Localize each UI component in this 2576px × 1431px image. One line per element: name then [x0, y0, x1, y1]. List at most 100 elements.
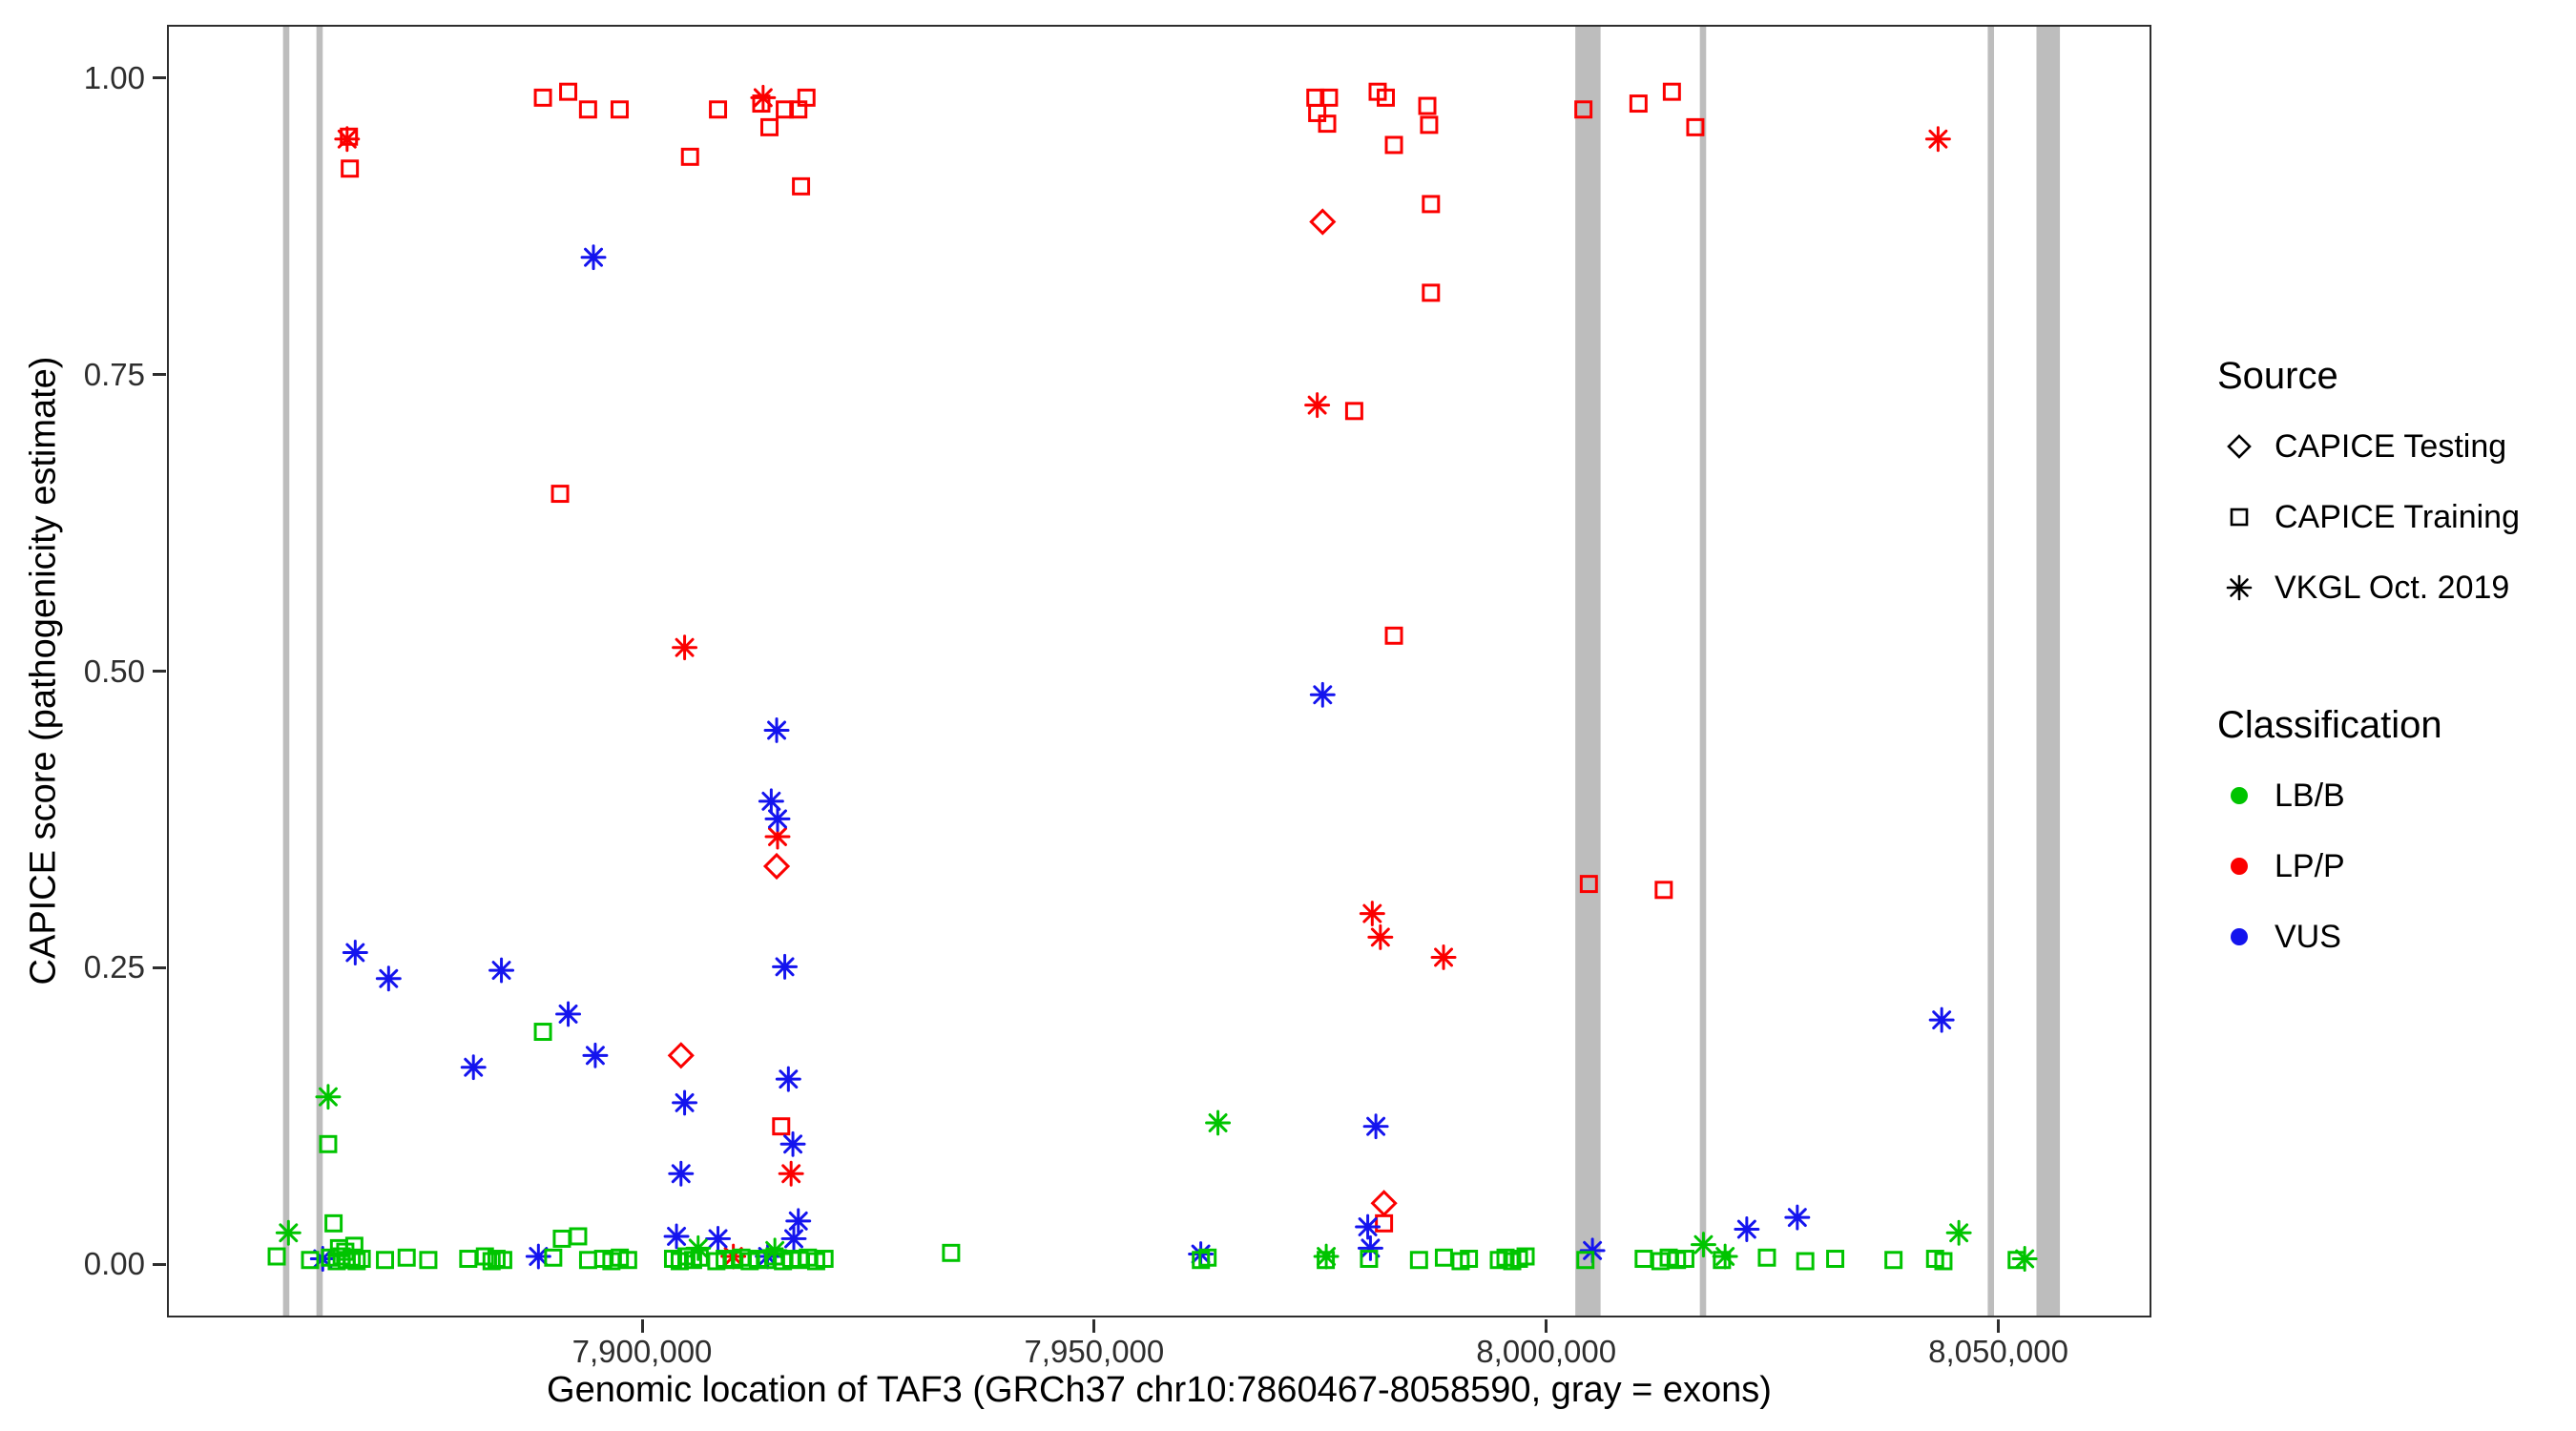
data-point	[343, 1248, 362, 1267]
data-point	[1308, 104, 1327, 122]
exon-bar	[316, 27, 323, 1316]
legend-item-capice-training: CAPICE Training	[2217, 490, 2520, 544]
data-point	[582, 1042, 609, 1068]
data-point	[815, 1250, 834, 1268]
data-point	[267, 1247, 286, 1266]
data-point	[778, 1160, 804, 1187]
data-point	[772, 953, 799, 980]
data-point	[758, 788, 784, 815]
blue-dot-icon	[2217, 918, 2261, 956]
data-point	[544, 1248, 563, 1267]
y-tick-mark	[153, 965, 166, 969]
data-point	[1928, 1006, 1955, 1033]
data-point	[1362, 1113, 1389, 1140]
data-point	[672, 1089, 698, 1116]
data-point	[559, 82, 578, 101]
data-point	[1460, 1250, 1479, 1268]
data-point	[1420, 115, 1439, 135]
data-point	[763, 717, 790, 743]
data-point	[1309, 208, 1337, 236]
legend-item-lbb: LB/B	[2217, 769, 2345, 822]
legend-item-lpp: LP/P	[2217, 840, 2345, 893]
exon-bar	[1575, 27, 1601, 1316]
data-point	[680, 147, 699, 166]
data-point	[1924, 126, 1951, 153]
x-tick-mark	[640, 1319, 644, 1333]
y-tick-label: 0.25	[83, 949, 145, 985]
data-point	[1309, 681, 1336, 708]
x-tick-mark	[1545, 1319, 1548, 1333]
plot-panel	[167, 25, 2151, 1317]
data-point	[493, 1251, 512, 1270]
data-point	[610, 100, 629, 119]
data-point	[942, 1243, 961, 1262]
x-tick-label: 7,900,000	[571, 1334, 713, 1369]
data-point	[1579, 875, 1598, 894]
data-point	[347, 1252, 366, 1271]
data-point	[1318, 114, 1337, 134]
data-point	[488, 957, 515, 984]
data-point	[342, 940, 368, 965]
asterisk-icon	[2217, 569, 2261, 607]
data-point	[1370, 1190, 1398, 1217]
data-point	[797, 88, 816, 107]
data-point	[578, 1251, 597, 1270]
legend-item-label: VUS	[2275, 918, 2341, 955]
legend-item-label: LP/P	[2275, 847, 2345, 884]
data-point	[1319, 88, 1339, 107]
data-point	[672, 634, 698, 661]
data-point	[340, 127, 359, 146]
data-point	[775, 1066, 801, 1092]
data-point	[1409, 1251, 1428, 1270]
legend-item-vkgl: VKGL Oct. 2019	[2217, 561, 2509, 614]
data-point	[1344, 402, 1363, 421]
data-point	[1826, 1250, 1845, 1268]
red-dot-icon	[2217, 847, 2261, 885]
data-point	[764, 805, 791, 832]
data-point	[1884, 1251, 1903, 1270]
legend-item-capice-testing: CAPICE Testing	[2217, 420, 2506, 473]
data-point	[341, 159, 360, 178]
data-point	[1634, 1250, 1653, 1268]
legend-item-vus: VUS	[2217, 910, 2341, 964]
data-point	[580, 244, 607, 271]
data-point	[1355, 1213, 1381, 1240]
square-open-icon	[2217, 498, 2261, 536]
data-point	[1934, 1252, 1953, 1271]
data-point	[663, 1223, 690, 1250]
data-point	[1516, 1247, 1535, 1266]
data-point	[618, 1251, 637, 1270]
data-point	[690, 1248, 709, 1267]
data-point	[1357, 1234, 1383, 1261]
data-point	[1784, 1204, 1811, 1231]
data-point	[555, 1001, 582, 1027]
legend-item-label: CAPICE Testing	[2275, 427, 2507, 465]
data-point	[1205, 1110, 1232, 1136]
data-point	[779, 1130, 806, 1157]
data-point	[1384, 135, 1403, 155]
y-tick-label: 1.00	[83, 59, 145, 95]
data-point	[1576, 1251, 1595, 1270]
y-tick-mark	[153, 670, 166, 673]
y-tick-label: 0.75	[83, 356, 145, 392]
data-point	[1377, 88, 1395, 107]
data-point	[668, 1160, 695, 1187]
data-point	[1796, 1252, 1815, 1271]
data-point	[552, 1229, 571, 1248]
data-point	[1579, 1237, 1606, 1264]
legend-item-label: CAPICE Training	[2275, 498, 2520, 535]
data-point	[334, 126, 361, 153]
data-point	[482, 1252, 501, 1271]
data-point	[759, 117, 779, 136]
data-point	[750, 84, 777, 111]
legend: Source CAPICE Testing CAPICE Training VK…	[2212, 0, 2576, 1431]
data-point	[301, 1251, 320, 1270]
data-point	[1367, 923, 1394, 950]
legend-source-title: Source	[2217, 355, 2338, 397]
data-point	[324, 1213, 343, 1233]
data-point	[705, 1225, 732, 1252]
data-point	[667, 1042, 695, 1069]
data-point	[1304, 392, 1331, 419]
data-point	[1675, 1250, 1694, 1268]
